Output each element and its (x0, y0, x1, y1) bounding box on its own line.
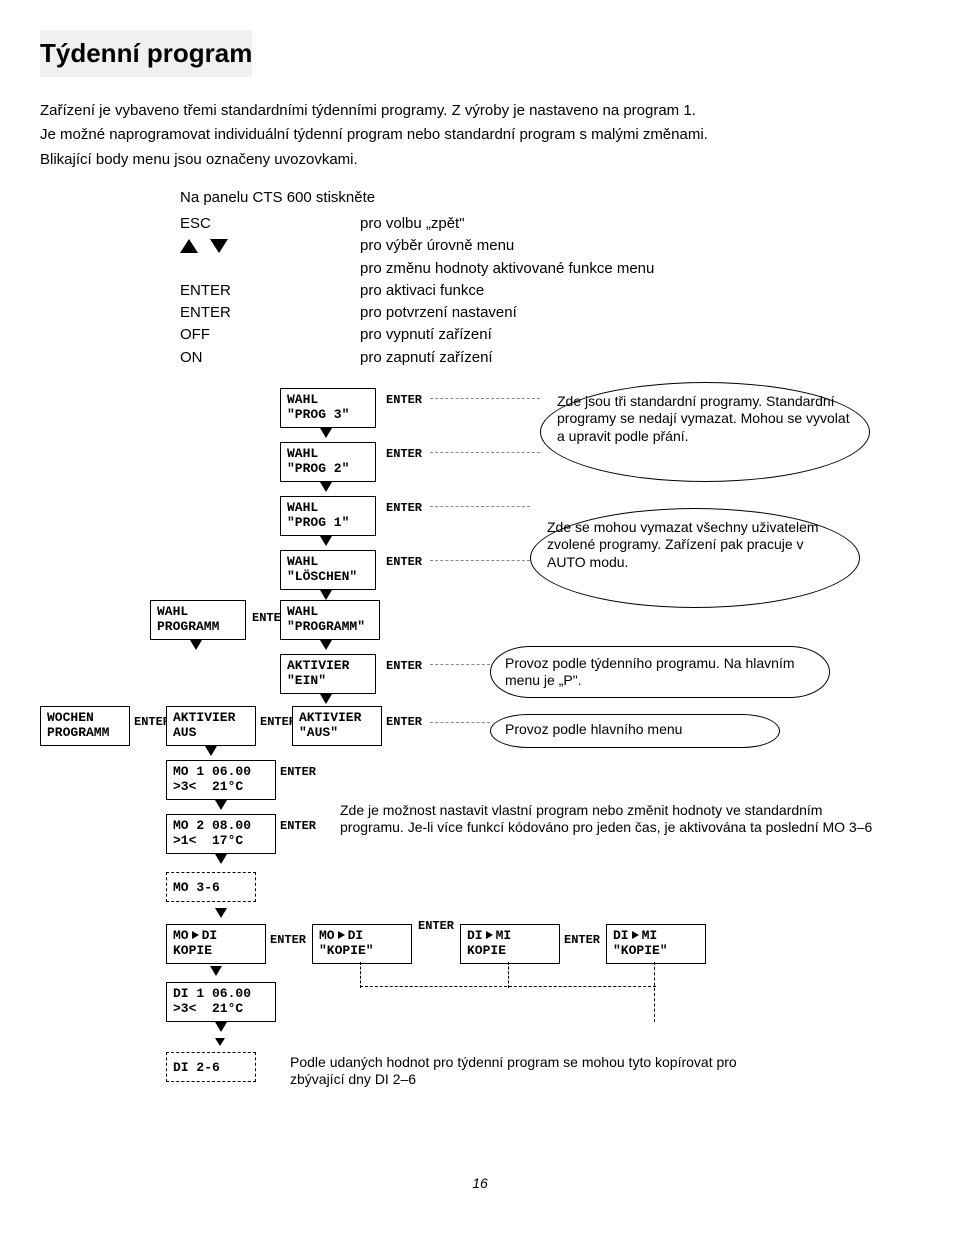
enter-label: ENTER (386, 714, 422, 730)
box-wahl-programm-right: WAHL "PROGRAMM" (280, 600, 380, 640)
key-enter1: ENTER (180, 281, 360, 301)
key-enter2-desc: pro potvrzení nastavení (360, 303, 517, 323)
enter-label: ENTER (260, 714, 296, 730)
box-mo1: MO 1 06.00 >3< 21°C (166, 760, 276, 800)
key-legend: Na panelu CTS 600 stiskněte ESC pro volb… (180, 188, 920, 368)
arrow-right-icon (338, 931, 345, 939)
box-di1: DI 1 06.00 >3< 21°C (166, 982, 276, 1022)
enter-label: ENTER (418, 918, 454, 934)
intro-p3: Blikající body menu jsou označeny uvozov… (40, 150, 920, 170)
key-enter2: ENTER (180, 303, 360, 323)
bubble-delete-programs: Zde se mohou vymazat všechny uživatelem … (530, 508, 860, 608)
arrow-right-icon (192, 931, 199, 939)
enter-label: ENTER (280, 818, 316, 834)
key-arrows-desc2: pro změnu hodnoty aktivované funkce menu (360, 259, 654, 279)
key-esc-desc: pro volbu „zpět" (360, 214, 465, 234)
box-aktivier-aus-right: AKTIVIER "AUS" (292, 706, 382, 746)
bubble-main-menu: Provoz podle hlavního menu (490, 714, 780, 748)
box-kopie-di-mi-2: DIMI "KOPIE" (606, 924, 706, 964)
page-number: 16 (40, 1174, 920, 1193)
key-on: ON (180, 348, 360, 368)
box-mo36: MO 3-6 (166, 872, 256, 902)
enter-label: ENTER (386, 446, 422, 462)
box-kopie-di-mi-1: DIMI KOPIE (460, 924, 560, 964)
triangle-down-icon (210, 239, 228, 253)
bubble-std-programs: Zde jsou tři standardní programy. Standa… (540, 382, 870, 482)
arrow-right-icon (486, 931, 493, 939)
box-wahl-programm-left: WAHL PROGRAMM (150, 600, 246, 640)
page-title: Týdenní program (40, 30, 252, 77)
enter-label: ENTER (270, 932, 306, 948)
enter-label: ENTER (386, 392, 422, 408)
legend-caption: Na panelu CTS 600 stiskněte (180, 188, 920, 208)
key-enter1-desc: pro aktivaci funkce (360, 281, 484, 301)
enter-label: ENTER (134, 714, 170, 730)
key-off: OFF (180, 325, 360, 345)
intro-p2: Je možné naprogramovat individuální týde… (40, 125, 920, 145)
arrow-right-icon (632, 931, 639, 939)
box-prog2: WAHL "PROG 2" (280, 442, 376, 482)
note-custom-program: Zde je možnost nastavit vlastní program … (340, 802, 880, 837)
key-arrows-desc1: pro výběr úrovně menu (360, 236, 514, 256)
intro-block: Zařízení je vybaveno třemi standardními … (40, 101, 920, 170)
box-prog1: WAHL "PROG 1" (280, 496, 376, 536)
flow-diagram: WAHL "PROG 3" ENTER WAHL "PROG 2" ENTER … (40, 388, 920, 1158)
enter-label: ENTER (386, 658, 422, 674)
box-kopie-mo-di-1: MODI KOPIE (166, 924, 266, 964)
key-off-desc: pro vypnutí zařízení (360, 325, 492, 345)
enter-label: ENTER (280, 764, 316, 780)
key-esc: ESC (180, 214, 360, 234)
box-aktivier-aus-left: AKTIVIER AUS (166, 706, 256, 746)
box-di26: DI 2-6 (166, 1052, 256, 1082)
intro-p1: Zařízení je vybaveno třemi standardními … (40, 101, 920, 121)
note-copy-days: Podle udaných hodnot pro týdenní program… (290, 1054, 790, 1089)
bubble-weekly-mode: Provoz podle týdenního programu. Na hlav… (490, 646, 830, 698)
key-on-desc: pro zapnutí zařízení (360, 348, 493, 368)
enter-label: ENTER (564, 932, 600, 948)
box-wochen-programm: WOCHEN PROGRAMM (40, 706, 130, 746)
box-aktivier-ein: AKTIVIER "EIN" (280, 654, 376, 694)
box-mo2: MO 2 08.00 >1< 17°C (166, 814, 276, 854)
enter-label: ENTER (386, 554, 422, 570)
enter-label: ENTER (386, 500, 422, 516)
box-prog3: WAHL "PROG 3" (280, 388, 376, 428)
box-loeschen: WAHL "LÖSCHEN" (280, 550, 376, 590)
box-kopie-mo-di-2: MODI "KOPIE" (312, 924, 412, 964)
key-arrows (180, 236, 360, 256)
triangle-up-icon (180, 239, 198, 253)
